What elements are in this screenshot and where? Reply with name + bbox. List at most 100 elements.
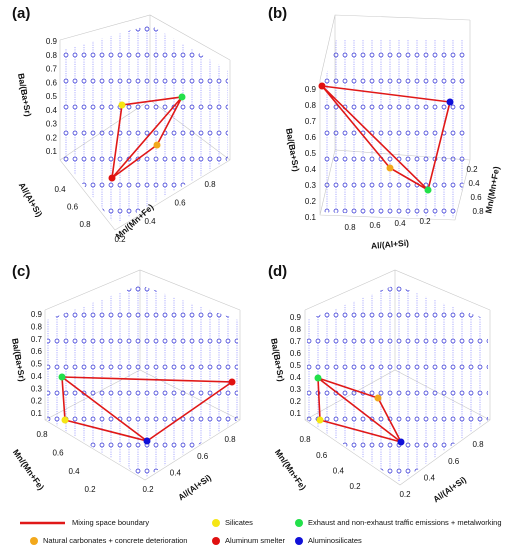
point-cloud: [307, 285, 488, 482]
z-tick-label: 0.8: [31, 322, 43, 331]
z-tick-label: 0.7: [290, 337, 302, 346]
end-member: [153, 141, 161, 149]
z-tick-label: 0.1: [31, 409, 43, 418]
z-tick-label: 0.7: [31, 335, 43, 344]
legend-label: Natural carbonates + concrete deteriorat…: [43, 536, 187, 545]
end-member: [374, 394, 382, 402]
z-tick-label: 0.3: [31, 384, 43, 393]
panel-d-plot: [304, 269, 491, 486]
panel-label: (b): [268, 5, 287, 22]
z-axis-label: Ba/(Ba+Sr): [284, 127, 301, 172]
z-tick-label: 0.4: [305, 165, 317, 174]
end-member: [108, 174, 116, 182]
panel-label: (c): [12, 263, 30, 280]
panel-label: (a): [12, 5, 30, 22]
end-member: [58, 373, 66, 381]
b-tick-label: 0.6: [470, 193, 482, 202]
z-tick-label: 0.7: [305, 117, 317, 126]
legend-swatch: [30, 537, 38, 545]
z-tick-label: 0.7: [46, 65, 58, 74]
z-tick-label: 0.2: [290, 397, 302, 406]
a-tick-label: 0.8: [344, 223, 356, 232]
z-tick-label: 0.6: [290, 349, 302, 358]
b-tick-label: 0.4: [424, 473, 436, 482]
b-axis-label: Mn/(Mn+Fe): [483, 165, 501, 214]
end-member: [318, 82, 326, 90]
z-tick-label: 0.8: [305, 101, 317, 110]
b-tick-label: 0.8: [472, 207, 484, 216]
point-cloud: [322, 40, 468, 218]
b-tick-label: 0.8: [204, 180, 216, 189]
a-tick-label: 0.8: [79, 220, 91, 229]
a-tick-label: 0.4: [394, 219, 406, 228]
b-tick-label: 0.6: [174, 198, 186, 207]
b-tick-label: 0.4: [468, 179, 480, 188]
end-member: [446, 98, 454, 106]
legend-label: Mixing space boundary: [72, 518, 149, 527]
z-tick-label: 0.8: [290, 325, 302, 334]
b-tick-label: 0.8: [472, 440, 484, 449]
b-tick-label: 0.2: [399, 490, 411, 499]
legend-label: Exhaust and non-exhaust traffic emission…: [308, 518, 502, 527]
z-tick-label: 0.3: [305, 181, 317, 190]
legend-label: Aluminosilicates: [308, 536, 362, 545]
b-tick-label: 0.2: [466, 165, 478, 174]
a-axis-label: Mn/(Mn+Fe): [273, 447, 309, 492]
z-tick-label: 0.2: [31, 397, 43, 406]
z-tick-label: 0.6: [31, 347, 43, 356]
b-axis-label: Al/(Al+Si): [431, 474, 468, 504]
a-axis-label: Al/(Al+Si): [17, 181, 45, 219]
z-tick-label: 0.9: [46, 37, 58, 46]
end-member: [61, 416, 69, 424]
z-tick-label: 0.2: [46, 133, 58, 142]
z-tick-label: 0.3: [290, 385, 302, 394]
a-tick-label: 0.6: [67, 203, 79, 212]
end-member: [228, 378, 236, 386]
end-member: [386, 164, 394, 172]
z-tick-label: 0.5: [46, 92, 58, 101]
a-tick-label: 0.2: [84, 485, 96, 494]
z-axis-label: Ba/(Ba+Sr): [16, 72, 33, 117]
z-tick-label: 0.9: [31, 310, 43, 319]
a-axis-label: Al/(Al+Si): [371, 238, 410, 251]
z-tick-label: 0.9: [290, 313, 302, 322]
z-tick-label: 0.6: [46, 78, 58, 87]
b-tick-label: 0.4: [144, 217, 156, 226]
panel-a-plot: [59, 14, 231, 231]
a-tick-label: 0.6: [369, 221, 381, 230]
panel-c-plot: [44, 269, 241, 481]
end-member: [314, 374, 322, 382]
b-tick-label: 0.4: [170, 468, 182, 477]
legend-swatch: [295, 519, 303, 527]
end-member: [118, 101, 126, 109]
end-member: [424, 186, 432, 194]
z-tick-label: 0.4: [31, 372, 43, 381]
z-tick-label: 0.1: [290, 409, 302, 418]
a-tick-label: 0.2: [419, 217, 431, 226]
b-tick-label: 0.6: [197, 452, 209, 461]
end-member: [143, 437, 151, 445]
a-tick-label: 0.2: [349, 482, 361, 491]
a-tick-label: 0.4: [54, 185, 66, 194]
end-member: [316, 416, 324, 424]
legend-swatch: [212, 537, 220, 545]
z-tick-label: 0.1: [46, 147, 58, 156]
b-tick-label: 0.8: [224, 435, 236, 444]
legend-swatch: [212, 519, 220, 527]
point-cloud: [62, 25, 228, 225]
b-axis-label: Al/(Al+Si): [176, 472, 213, 502]
legend-label: Silicates: [225, 518, 253, 527]
z-axis-label: Ba/(Ba+Sr): [269, 337, 286, 382]
b-tick-label: 0.6: [448, 457, 460, 466]
end-member: [178, 93, 186, 101]
z-tick-label: 0.4: [46, 106, 58, 115]
z-tick-label: 0.5: [305, 149, 317, 158]
a-axis-label: Mn/(Mn+Fe): [11, 447, 47, 492]
a-tick-label: 0.6: [316, 451, 328, 460]
b-tick-label: 0.2: [142, 485, 154, 494]
a-tick-label: 0.4: [333, 466, 345, 475]
z-tick-label: 0.3: [46, 120, 58, 129]
legend-swatch: [295, 537, 303, 545]
a-tick-label: 0.8: [299, 435, 311, 444]
